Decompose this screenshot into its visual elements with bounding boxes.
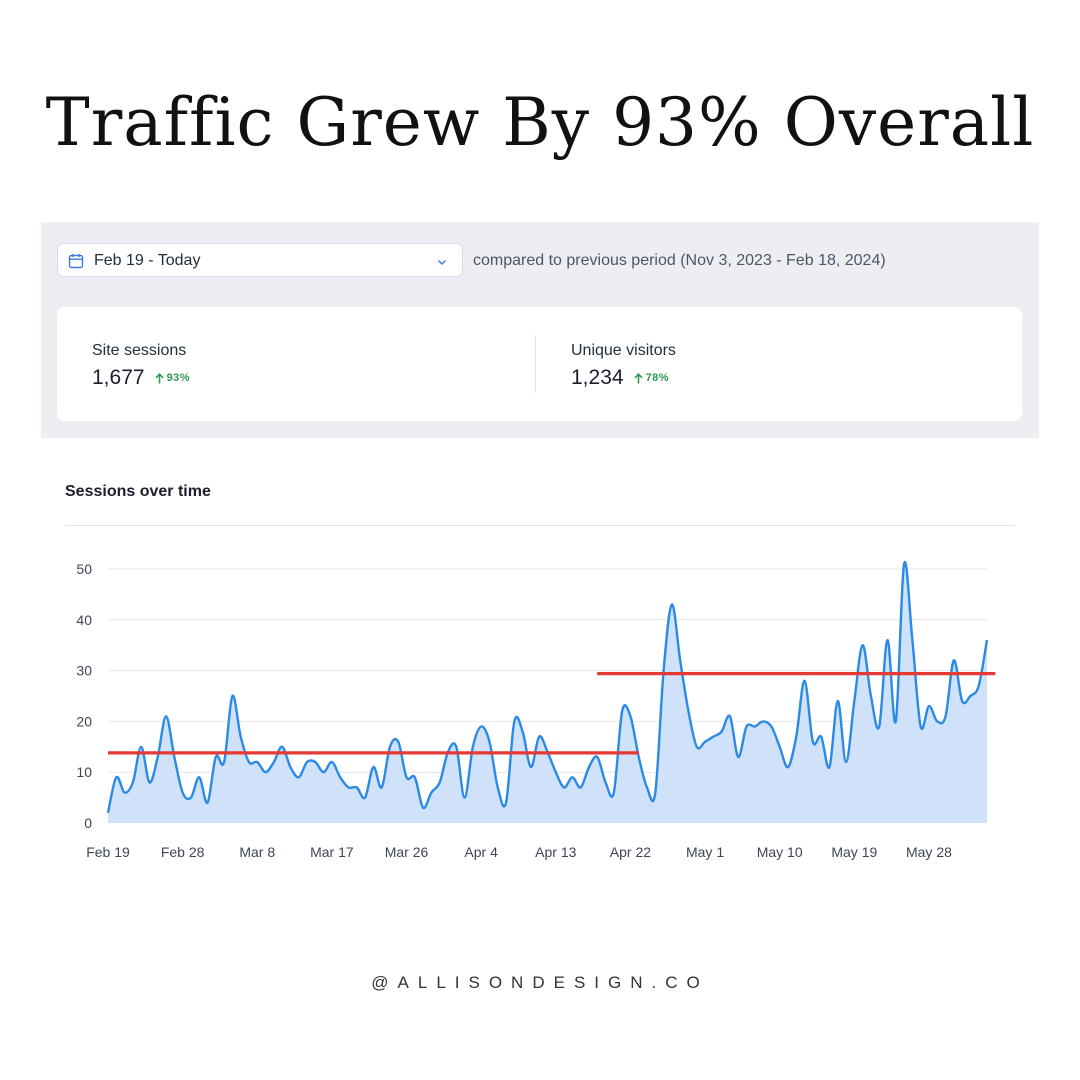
page-headline: Traffic Grew By 93% Overall <box>45 84 1035 161</box>
x-tick-label: Apr 22 <box>610 844 651 860</box>
x-tick-label: Feb 28 <box>161 844 205 860</box>
y-tick-label: 40 <box>76 612 92 628</box>
stat-value: 1,234 <box>571 366 624 389</box>
x-tick-label: Mar 8 <box>239 844 275 860</box>
x-tick-label: May 10 <box>757 844 803 860</box>
y-tick-label: 50 <box>76 561 92 577</box>
stat-label: Unique visitors <box>571 342 676 359</box>
x-tick-label: Feb 19 <box>86 844 130 860</box>
stat-change: 93% <box>154 372 191 384</box>
date-range-label: Feb 19 - Today <box>94 252 201 269</box>
footer-handle: @ALLISONDESIGN.CO <box>371 973 709 992</box>
stat-change: 78% <box>633 372 670 384</box>
x-tick-label: Mar 26 <box>385 844 429 860</box>
arrow-up-icon <box>154 372 164 383</box>
arrow-up-icon <box>633 372 643 383</box>
x-tick-label: May 1 <box>686 844 724 860</box>
comparison-period-text: compared to previous period (Nov 3, 2023… <box>473 252 886 269</box>
y-tick-label: 20 <box>76 713 92 729</box>
stat-site-sessions: Site sessions 1,677 93% <box>92 342 190 390</box>
stats-divider <box>535 335 536 393</box>
stat-value: 1,677 <box>92 366 145 389</box>
sessions-area <box>108 562 987 823</box>
x-tick-label: Apr 4 <box>464 844 498 860</box>
calendar-icon <box>68 253 84 274</box>
x-tick-label: May 28 <box>906 844 952 860</box>
x-tick-label: Apr 13 <box>535 844 576 860</box>
chart-title: Sessions over time <box>65 483 211 500</box>
y-tick-label: 10 <box>76 764 92 780</box>
stat-change-value: 78% <box>645 372 670 384</box>
date-range-dropdown[interactable]: Feb 19 - Today <box>57 243 463 277</box>
x-tick-label: May 19 <box>831 844 877 860</box>
stat-label: Site sessions <box>92 342 187 359</box>
y-tick-label: 0 <box>84 815 92 831</box>
x-tick-label: Mar 17 <box>310 844 354 860</box>
chevron-down-icon <box>436 255 448 273</box>
stat-unique-visitors: Unique visitors 1,234 78% <box>571 342 676 390</box>
chart-header-divider <box>65 525 1015 526</box>
stat-change-value: 93% <box>166 372 191 384</box>
stats-card: Site sessions 1,677 93% Unique visitors … <box>57 307 1022 421</box>
y-tick-label: 30 <box>76 663 92 679</box>
sessions-line <box>106 560 989 814</box>
analytics-panel: Feb 19 - Today compared to previous peri… <box>41 222 1039 438</box>
sessions-chart: 0 10 20 30 40 50 Feb 19 Feb 28 Mar 8 Mar 17 Mar 26… <box>76 560 996 860</box>
